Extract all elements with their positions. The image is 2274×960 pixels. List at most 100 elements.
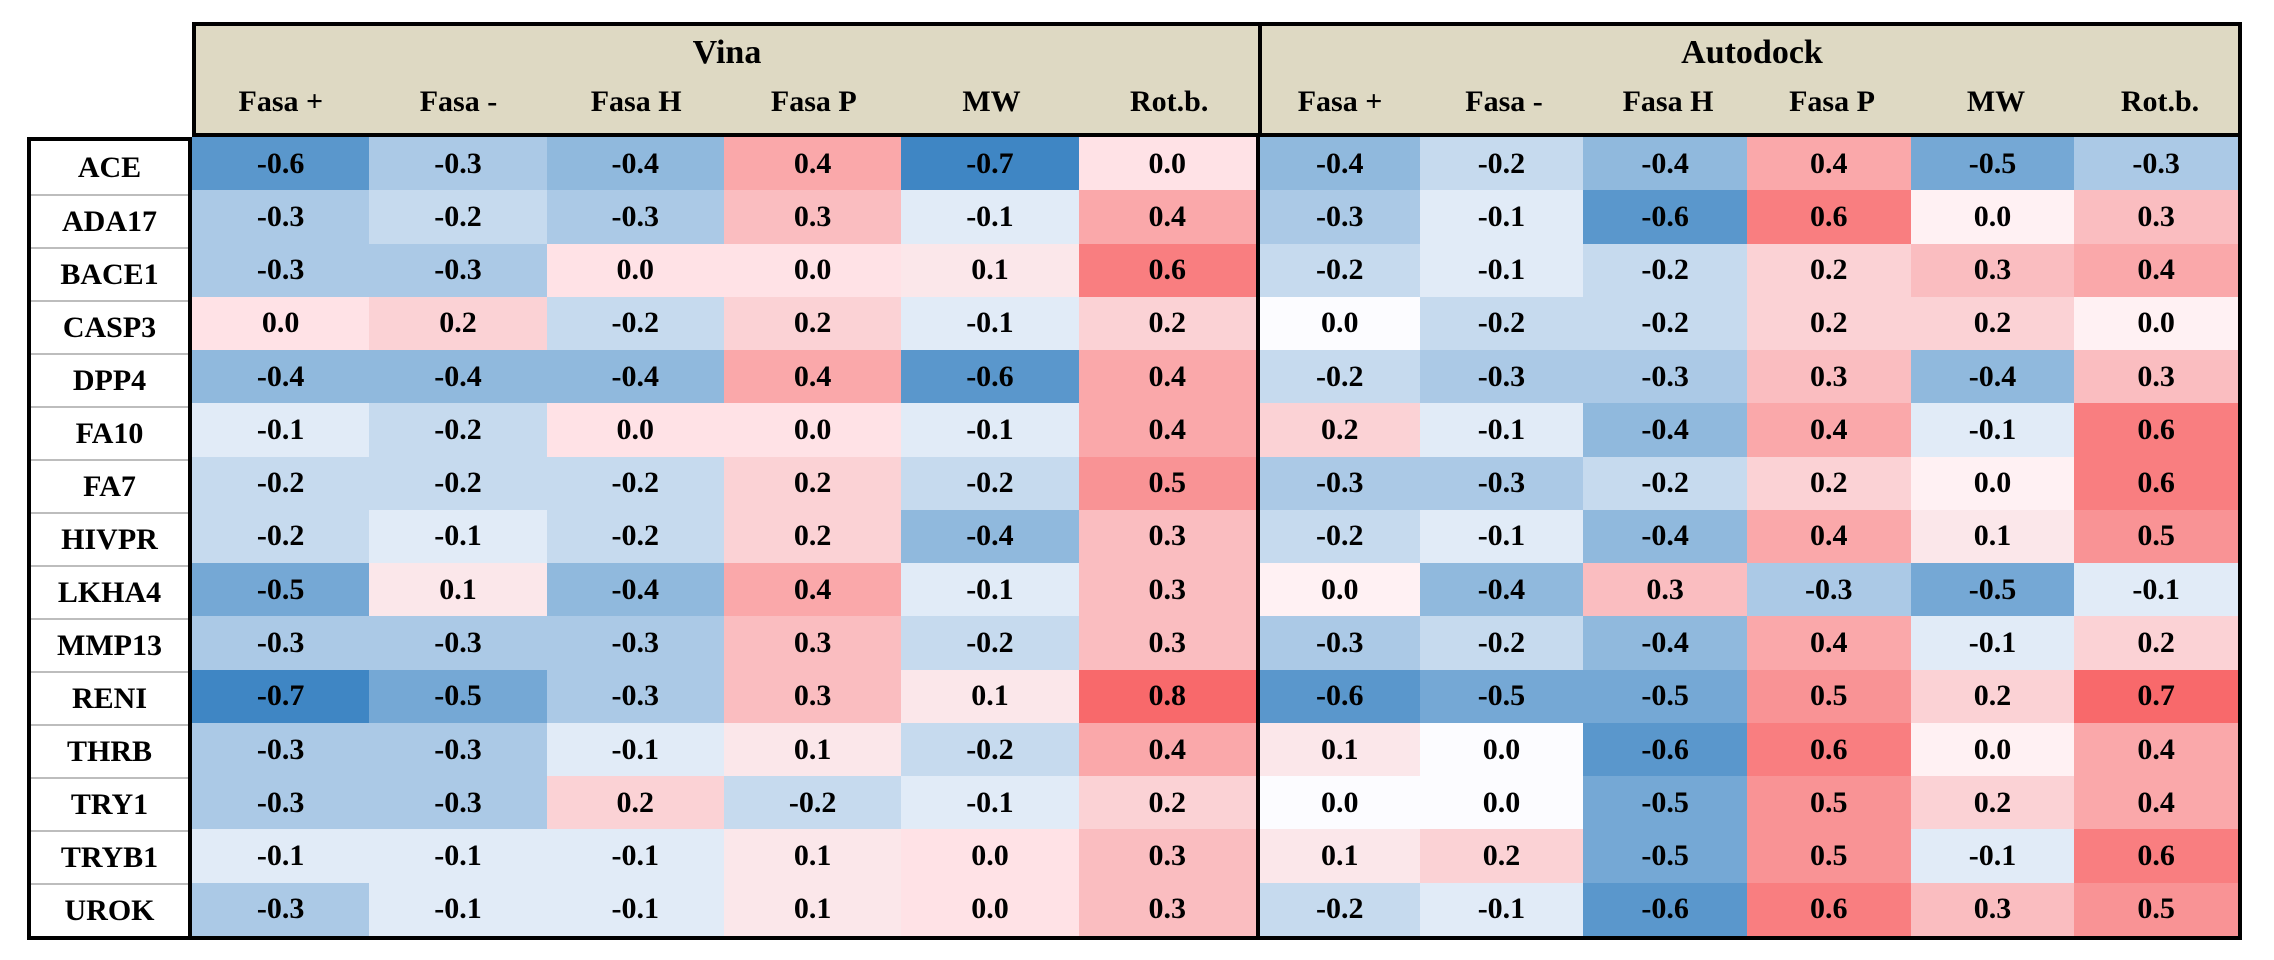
- heatmap-cell-ace-vina-2: -0.4: [546, 137, 724, 191]
- row-label-dpp4: DPP4: [31, 353, 188, 406]
- heatmap-cell-hivpr-autodock-3: 0.4: [1746, 509, 1911, 564]
- heatmap-cell-try1-vina-3: -0.2: [723, 776, 902, 830]
- heatmap-cell-reni-vina-2: -0.3: [546, 669, 724, 723]
- heatmap-cell-fa10-vina-0: -0.1: [192, 403, 370, 457]
- row-label-casp3: CASP3: [31, 300, 188, 353]
- heatmap-cell-ada17-vina-2: -0.3: [546, 190, 724, 244]
- heatmap-cell-dpp4-vina-4: -0.6: [901, 350, 1079, 404]
- heatmap-cell-tryb1-vina-5: 0.3: [1078, 829, 1256, 883]
- heatmap-cell-reni-vina-0: -0.7: [192, 669, 370, 723]
- heatmap-cell-ada17-autodock-5: 0.3: [2074, 190, 2238, 244]
- heatmap-cell-ada17-vina-5: 0.4: [1078, 190, 1256, 244]
- heatmap-cell-try1-vina-5: 0.2: [1078, 776, 1256, 830]
- heatmap-cell-bace1-autodock-4: 0.3: [1910, 243, 2075, 297]
- heatmap-cell-try1-autodock-0: 0.0: [1255, 776, 1420, 830]
- heatmap-cell-lkha4-autodock-5: -0.1: [2074, 563, 2238, 617]
- heatmap-cell-ada17-autodock-0: -0.3: [1255, 190, 1420, 244]
- heatmap-cell-ada17-vina-1: -0.2: [369, 190, 547, 244]
- heatmap-cell-hivpr-autodock-2: -0.4: [1583, 509, 1747, 564]
- heatmap-cell-lkha4-vina-5: 0.3: [1078, 563, 1256, 617]
- heatmap-cell-thrb-vina-1: -0.3: [369, 722, 547, 777]
- heatmap-cell-dpp4-autodock-4: -0.4: [1910, 350, 2075, 404]
- heatmap-cell-fa7-vina-1: -0.2: [369, 456, 547, 510]
- heatmap-cell-casp3-autodock-1: -0.2: [1419, 296, 1584, 351]
- heatmap-cell-ace-vina-1: -0.3: [369, 137, 547, 191]
- heatmap-cell-thrb-vina-5: 0.4: [1078, 722, 1256, 777]
- heatmap-cell-try1-autodock-5: 0.4: [2074, 776, 2238, 830]
- column-header-vina-fasap: Fasa P: [770, 85, 857, 118]
- heatmap-cell-mmp13-vina-1: -0.3: [369, 616, 547, 670]
- heatmap-cell-reni-autodock-1: -0.5: [1419, 669, 1584, 723]
- heatmap-cell-casp3-autodock-0: 0.0: [1255, 296, 1420, 351]
- heatmap-cell-reni-vina-5: 0.8: [1078, 669, 1256, 723]
- heatmap-cell-ace-autodock-3: 0.4: [1746, 137, 1911, 191]
- column-header-autodock-fasa+: Fasa +: [1297, 85, 1383, 118]
- group-divider: [1258, 26, 1262, 133]
- heatmap-cell-tryb1-vina-0: -0.1: [192, 829, 370, 883]
- heatmap-cell-urok-autodock-5: 0.5: [2074, 882, 2238, 936]
- heatmap-cell-ada17-autodock-3: 0.6: [1746, 190, 1911, 244]
- heatmap-cell-bace1-autodock-2: -0.2: [1583, 243, 1747, 297]
- heatmap-cell-casp3-autodock-4: 0.2: [1910, 296, 2075, 351]
- heatmap-cell-thrb-vina-4: -0.2: [901, 722, 1079, 777]
- heatmap-cell-hivpr-autodock-1: -0.1: [1419, 509, 1584, 564]
- heatmap-cell-casp3-vina-1: 0.2: [369, 296, 547, 351]
- heatmap-cell-mmp13-vina-3: 0.3: [723, 616, 902, 670]
- heatmap-cell-thrb-vina-3: 0.1: [723, 722, 902, 777]
- row-label-tryb1: TRYB1: [31, 830, 188, 883]
- heatmap-cell-casp3-autodock-5: 0.0: [2074, 296, 2238, 351]
- heatmap-cell-casp3-vina-4: -0.1: [901, 296, 1079, 351]
- heatmap-cell-fa10-autodock-2: -0.4: [1583, 403, 1747, 457]
- heatmap-cell-hivpr-vina-4: -0.4: [901, 509, 1079, 564]
- heatmap-cell-mmp13-autodock-3: 0.4: [1746, 616, 1911, 670]
- heatmap-cell-urok-vina-5: 0.3: [1078, 882, 1256, 936]
- heatmap-cell-fa7-vina-5: 0.5: [1078, 456, 1256, 510]
- heatmap-cell-reni-autodock-3: 0.5: [1746, 669, 1911, 723]
- heatmap-cell-fa7-autodock-2: -0.2: [1583, 456, 1747, 510]
- heatmap-cell-lkha4-vina-1: 0.1: [369, 563, 547, 617]
- heatmap-cell-ada17-autodock-1: -0.1: [1419, 190, 1584, 244]
- heatmap-cell-lkha4-autodock-0: 0.0: [1255, 563, 1420, 617]
- heatmap-cell-thrb-autodock-3: 0.6: [1746, 722, 1911, 777]
- heatmap-cell-lkha4-autodock-4: -0.5: [1910, 563, 2075, 617]
- heatmap-cell-ace-autodock-2: -0.4: [1583, 137, 1747, 191]
- heatmap-cell-casp3-vina-5: 0.2: [1078, 296, 1256, 351]
- heatmap-cell-try1-autodock-2: -0.5: [1583, 776, 1747, 830]
- row-label-ada17: ADA17: [31, 194, 188, 247]
- row-label-reni: RENI: [31, 671, 188, 724]
- heatmap-cell-ada17-vina-3: 0.3: [723, 190, 902, 244]
- heatmap-cell-casp3-vina-2: -0.2: [546, 296, 724, 351]
- heatmap-cell-reni-vina-4: 0.1: [901, 669, 1079, 723]
- heatmap-cell-urok-vina-4: 0.0: [901, 882, 1079, 936]
- heatmap-cell-ace-vina-5: 0.0: [1078, 137, 1256, 191]
- heatmap-cell-thrb-autodock-4: 0.0: [1910, 722, 2075, 777]
- heatmap-cell-hivpr-vina-2: -0.2: [546, 509, 724, 564]
- heatmap-cell-hivpr-autodock-0: -0.2: [1255, 509, 1420, 564]
- heatmap-cell-reni-vina-3: 0.3: [723, 669, 902, 723]
- heatmap-cell-dpp4-autodock-3: 0.3: [1746, 350, 1911, 404]
- heatmap-cell-tryb1-vina-2: -0.1: [546, 829, 724, 883]
- heatmap-cell-try1-autodock-3: 0.5: [1746, 776, 1911, 830]
- heatmap-cell-thrb-autodock-0: 0.1: [1255, 722, 1420, 777]
- heatmap-cell-mmp13-vina-0: -0.3: [192, 616, 370, 670]
- heatmap-cell-try1-vina-4: -0.1: [901, 776, 1079, 830]
- row-label-fa7: FA7: [31, 459, 188, 512]
- heatmap-cell-fa7-autodock-0: -0.3: [1255, 456, 1420, 510]
- heatmap-cell-mmp13-vina-5: 0.3: [1078, 616, 1256, 670]
- row-label-urok: UROK: [31, 883, 188, 936]
- heatmap-cell-mmp13-autodock-0: -0.3: [1255, 616, 1420, 670]
- heatmap-cell-ada17-autodock-4: 0.0: [1910, 190, 2075, 244]
- row-label-fa10: FA10: [31, 406, 188, 459]
- heatmap-cell-urok-vina-3: 0.1: [723, 882, 902, 936]
- heatmap-cell-casp3-autodock-3: 0.2: [1746, 296, 1911, 351]
- heatmap-cell-reni-vina-1: -0.5: [369, 669, 547, 723]
- heatmap-cell-bace1-vina-4: 0.1: [901, 243, 1079, 297]
- heatmap-cell-bace1-autodock-3: 0.2: [1746, 243, 1911, 297]
- heatmap-cell-fa10-vina-3: 0.0: [723, 403, 902, 457]
- heatmap-cell-dpp4-vina-5: 0.4: [1078, 350, 1256, 404]
- heatmap-cell-fa10-autodock-0: 0.2: [1255, 403, 1420, 457]
- heatmap-cell-ace-vina-4: -0.7: [901, 137, 1079, 191]
- heatmap-cell-fa10-vina-2: 0.0: [546, 403, 724, 457]
- heatmap-cell-thrb-vina-0: -0.3: [192, 722, 370, 777]
- table-header: Vina Autodock Fasa + Fasa - Fasa H Fasa P MW Ro…: [192, 22, 2242, 137]
